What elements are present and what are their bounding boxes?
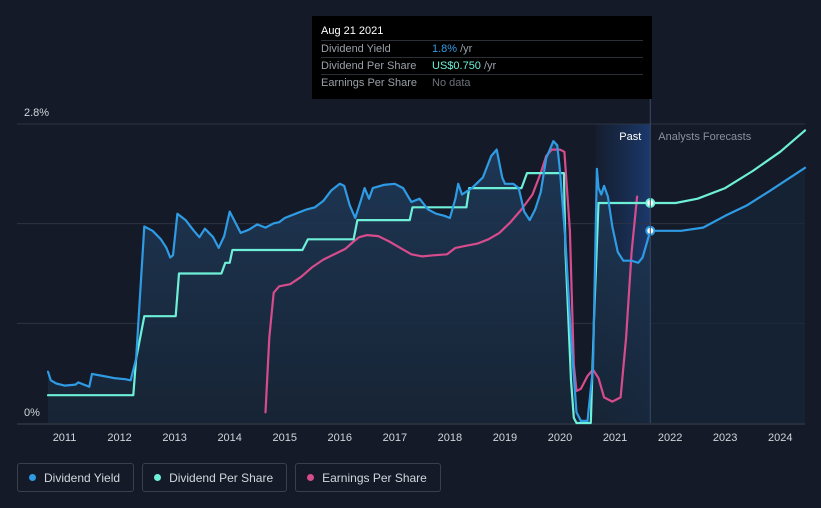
x-tick-label: 2013 <box>162 432 186 444</box>
tooltip-row-dividend-yield: Dividend Yield 1.8% /yr <box>321 40 643 57</box>
x-tick-label: 2014 <box>217 432 241 444</box>
legend-item-dividend-yield[interactable]: Dividend Yield <box>17 463 135 492</box>
x-tick-label: 2016 <box>328 432 352 444</box>
x-tick-label: 2022 <box>658 432 682 444</box>
x-tick-label: 2023 <box>713 432 737 444</box>
forecast-area <box>650 167 805 423</box>
tooltip-row-dividend-per-share: Dividend Per Share US$0.750 /yr <box>321 57 643 74</box>
earnings-per-share-line <box>264 148 639 414</box>
x-tick-label: 2021 <box>603 432 627 444</box>
dividend-yield-line <box>46 140 807 422</box>
tooltip-unit: /yr <box>483 60 497 72</box>
tooltip-row-earnings-per-share: Earnings Per Share No data <box>321 74 643 91</box>
legend-dot-icon <box>154 474 162 481</box>
legend-item-earnings-per-share[interactable]: Earnings Per Share <box>295 463 441 492</box>
tooltip-value: No data <box>432 77 471 89</box>
x-tick-label: 2011 <box>53 432 77 444</box>
forecast-label: Analysts Forecasts <box>658 131 751 143</box>
tooltip-unit: /yr <box>460 43 473 55</box>
chart-legend: Dividend Yield Dividend Per Share Earnin… <box>17 463 449 492</box>
legend-item-dividend-per-share[interactable]: Dividend Per Share <box>142 463 288 492</box>
x-tick-label: 2015 <box>272 432 296 444</box>
x-tick-label: 2017 <box>383 432 407 444</box>
x-tick-label: 2019 <box>493 432 517 444</box>
dividend-yield-area <box>48 141 651 423</box>
legend-label: Dividend Yield <box>44 470 121 485</box>
tooltip-label: Earnings Per Share <box>321 77 417 89</box>
tooltip-label: Dividend Per Share <box>321 60 417 72</box>
hover-tooltip: Aug 21 2021 Dividend Yield 1.8% /yr Divi… <box>312 16 652 99</box>
tooltip-value: 1.8% <box>432 43 458 55</box>
tooltip-label: Dividend Yield <box>321 43 391 55</box>
legend-label: Earnings Per Share <box>322 470 427 485</box>
x-tick-label: 2012 <box>107 432 131 444</box>
legend-dot-icon <box>29 474 36 481</box>
y-axis-label: 0% <box>24 407 40 419</box>
x-tick-label: 2024 <box>768 432 792 444</box>
past-label: Past <box>619 131 641 143</box>
x-tick-label: 2020 <box>548 432 572 444</box>
tooltip-value: US$0.750 <box>432 60 481 72</box>
x-tick-label: 2018 <box>438 432 462 444</box>
y-axis-label: 2.8% <box>24 107 49 119</box>
legend-dot-icon <box>307 474 315 481</box>
legend-label: Dividend Per Share <box>169 470 274 485</box>
tooltip-date: Aug 21 2021 <box>321 25 384 37</box>
